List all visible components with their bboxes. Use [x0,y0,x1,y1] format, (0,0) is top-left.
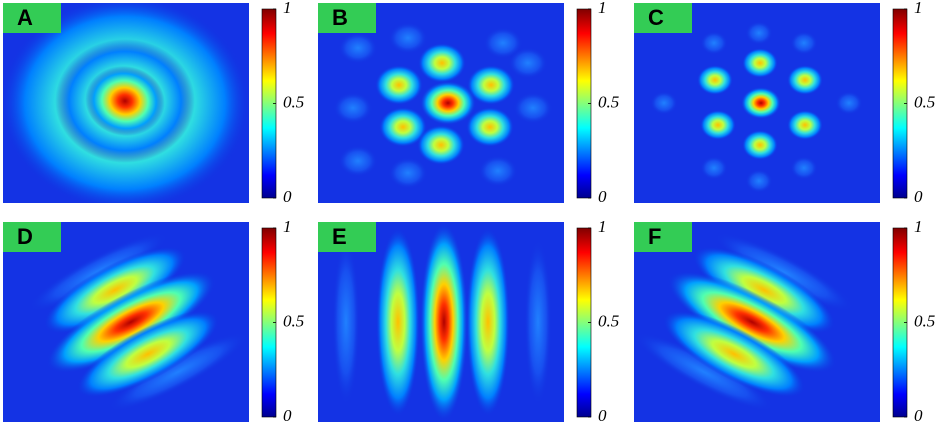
intensity-spot [662,310,806,398]
label-box [634,222,692,252]
panel-label: F [648,224,661,249]
intensity-spot [790,156,818,180]
label-box [3,222,61,252]
colorbar-tick-label: 1 [914,217,923,236]
intensity-spot [467,65,515,105]
intensity-spot [85,65,165,137]
colorbar-tick-label: 0.5 [283,92,304,111]
intensity-image [3,3,249,203]
intensity-image [3,222,249,422]
label-box [3,3,61,33]
intensity-spot [375,65,423,105]
intensity-spot [466,107,514,147]
label-box [318,222,376,252]
intensity-spot [420,222,468,422]
panel: A 0 0.5 1 [3,0,304,206]
intensity-spot [745,169,773,193]
colorbar-tick-label: 1 [914,0,923,17]
intensity-spot [712,231,856,313]
colorbar-tick-label: 0 [914,187,923,206]
colorbar-tick-label: 1 [283,0,292,17]
intensity-spot [787,65,823,95]
panel: C 0 0.5 1 [634,0,935,206]
intensity-spot [332,237,360,407]
intensity-spot [787,110,823,140]
intensity-spot [700,31,728,55]
intensity-spot [483,27,523,59]
intensity-spot [376,227,420,417]
intensity-image [318,3,564,203]
colorbar-tick-label: 0.5 [598,311,619,330]
colorbar-tick-label: 0 [598,406,607,425]
intensity-spot [388,157,428,189]
intensity-spot [835,91,863,115]
colorbar-tick-label: 1 [598,0,607,17]
intensity-spot [742,48,778,78]
colorbar-tick-label: 0.5 [283,311,304,330]
colorbar-tick-label: 0.5 [914,311,935,330]
intensity-image [318,222,564,422]
colorbar-tick-label: 0 [598,187,607,206]
intensity-spot [417,125,465,165]
intensity-spot [379,107,427,147]
panel-label: C [648,5,664,30]
intensity-spot [46,271,216,373]
intensity-spot [634,331,776,413]
intensity-spot [333,92,373,124]
intensity-spot [508,47,548,79]
intensity-spot [513,92,553,124]
intensity-spot [420,81,476,125]
panel: B 0 0.5 1 [318,0,619,206]
panel-label: B [332,5,348,30]
panel: E 0 0.5 1 [318,217,619,425]
intensity-spot [388,22,428,54]
intensity-spot [43,246,187,334]
intensity-spot [700,110,736,140]
colorbar-tick-label: 1 [598,217,607,236]
colorbar-tick-label: 0 [283,187,292,206]
intensity-spot [106,331,249,413]
intensity-spot [524,237,552,407]
intensity-spot [650,91,678,115]
panel: D 0 0.5 1 [3,217,304,425]
label-box [318,3,376,33]
colorbar-tick-label: 0 [914,406,923,425]
intensity-spot [466,227,510,417]
intensity-image [634,222,880,422]
intensity-spot [741,87,781,119]
intensity-spot [76,310,220,398]
intensity-spot [790,31,818,55]
intensity-spot [742,130,778,160]
colorbar-tick-label: 1 [283,217,292,236]
colorbar-tick-label: 0 [283,406,292,425]
intensity-spot [338,32,378,64]
panel: F 0 0.5 1 [634,217,935,425]
colorbar-tick-label: 0.5 [598,92,619,111]
intensity-image [634,3,880,203]
intensity-spot [745,21,773,45]
panel-label: A [17,5,33,30]
panel-label: E [332,224,347,249]
label-box [634,3,692,33]
colorbar-tick-label: 0.5 [914,92,935,111]
intensity-spot [700,156,728,180]
intensity-spot [692,246,836,334]
intensity-spot [418,43,466,83]
intensity-spot [667,271,837,373]
intensity-spot [338,145,378,177]
intensity-spot [478,155,518,187]
intensity-spot [697,65,733,95]
panel-label: D [17,224,33,249]
